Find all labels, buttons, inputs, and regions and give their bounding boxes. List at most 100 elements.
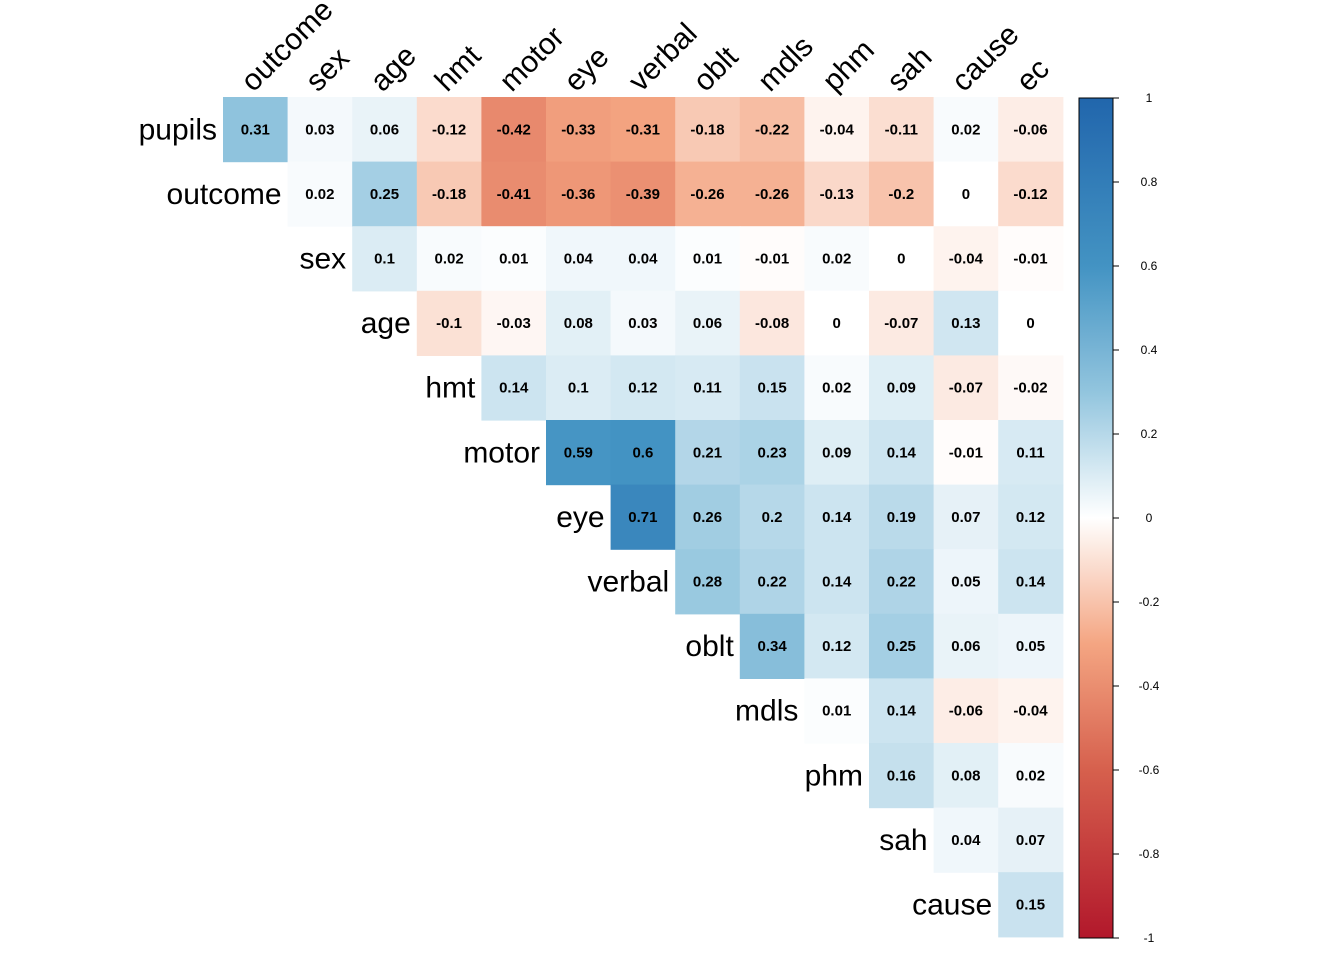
- cell-sex-mdls: [739, 226, 805, 292]
- cell-value-hmt-ec: -0.02: [1013, 380, 1047, 397]
- cell-outcome-oblt: [675, 161, 741, 227]
- cell-oblt-mdls: [739, 613, 805, 679]
- cell-value-age-eye: 0.08: [564, 315, 593, 332]
- cell-value-age-cause: 0.13: [951, 315, 980, 332]
- cell-value-verbal-oblt: 0.28: [693, 574, 722, 591]
- cell-eye-mdls: [739, 484, 805, 550]
- cell-value-hmt-mdls: 0.15: [757, 380, 786, 397]
- color-bar-tick-label: -1: [1144, 931, 1155, 945]
- cell-value-age-sah: -0.07: [884, 315, 918, 332]
- cell-motor-phm: [804, 420, 870, 486]
- cell-sex-ec: [998, 226, 1064, 292]
- cell-mdls-cause: [933, 678, 999, 744]
- cell-outcome-sah: [869, 161, 935, 227]
- cell-hmt-ec: [998, 355, 1064, 421]
- cell-value-outcome-mdls: -0.26: [755, 186, 789, 203]
- cell-value-hmt-motor: 0.14: [499, 380, 529, 397]
- cell-mdls-sah: [869, 678, 935, 744]
- cell-value-eye-mdls: 0.2: [762, 509, 783, 526]
- row-label-sex: sex: [300, 243, 347, 276]
- row-label-phm: phm: [805, 759, 863, 792]
- color-bar-tick-label: 1: [1146, 91, 1153, 105]
- cell-sah-cause: [933, 807, 999, 873]
- cell-sah-ec: [998, 807, 1064, 873]
- cell-value-phm-sah: 0.16: [887, 767, 916, 784]
- cell-value-pupils-phm: -0.04: [820, 121, 855, 138]
- cell-sex-eye: [546, 226, 612, 292]
- column-label-sex: sex: [300, 42, 356, 98]
- cell-value-sah-cause: 0.04: [951, 832, 981, 849]
- cell-sex-cause: [933, 226, 999, 292]
- color-bar-tick-label: -0.2: [1139, 595, 1160, 609]
- cell-value-pupils-sex: 0.03: [305, 121, 334, 138]
- cell-value-oblt-phm: 0.12: [822, 638, 851, 655]
- cell-value-pupils-outcome: 0.31: [241, 121, 270, 138]
- cell-hmt-phm: [804, 355, 870, 421]
- cell-motor-mdls: [739, 420, 805, 486]
- column-label-eye: eye: [558, 40, 616, 98]
- cell-phm-ec: [998, 743, 1064, 809]
- cell-value-pupils-ec: -0.06: [1013, 121, 1047, 138]
- cell-pupils-sah: [869, 97, 935, 163]
- cell-value-mdls-ec: -0.04: [1013, 703, 1048, 720]
- cell-value-sex-verbal: 0.04: [628, 251, 658, 268]
- cell-value-motor-cause: -0.01: [949, 444, 983, 461]
- row-label-eye: eye: [556, 501, 604, 534]
- cell-hmt-oblt: [675, 355, 741, 421]
- cell-hmt-eye: [546, 355, 612, 421]
- cell-mdls-ec: [998, 678, 1064, 744]
- cell-motor-sah: [869, 420, 935, 486]
- cell-outcome-sex: [287, 161, 353, 227]
- cell-value-eye-sah: 0.19: [887, 509, 916, 526]
- cell-hmt-sah: [869, 355, 935, 421]
- cell-eye-sah: [869, 484, 935, 550]
- cell-value-motor-sah: 0.14: [887, 444, 917, 461]
- cell-value-pupils-oblt: -0.18: [690, 121, 724, 138]
- cell-outcome-age: [352, 161, 418, 227]
- cell-value-pupils-mdls: -0.22: [755, 121, 789, 138]
- cell-value-oblt-sah: 0.25: [887, 638, 916, 655]
- cell-motor-ec: [998, 420, 1064, 486]
- color-bar-tick-label: 0.2: [1141, 427, 1158, 441]
- cell-value-age-motor: -0.03: [497, 315, 531, 332]
- color-bar-tick-label: -0.8: [1139, 847, 1160, 861]
- cell-hmt-mdls: [739, 355, 805, 421]
- cell-verbal-cause: [933, 549, 999, 615]
- cell-pupils-verbal: [610, 97, 676, 163]
- cell-value-mdls-sah: 0.14: [887, 703, 917, 720]
- color-bar-tick-label: 0.4: [1141, 343, 1158, 357]
- color-bar: [1078, 97, 1114, 939]
- cell-age-eye: [546, 290, 612, 356]
- cell-outcome-mdls: [739, 161, 805, 227]
- cell-value-oblt-mdls: 0.34: [757, 638, 787, 655]
- cell-value-sex-ec: -0.01: [1013, 251, 1047, 268]
- cell-value-motor-eye: 0.59: [564, 444, 593, 461]
- cell-pupils-sex: [287, 97, 353, 163]
- cell-value-pupils-sah: -0.11: [885, 121, 918, 138]
- cell-value-oblt-ec: 0.05: [1016, 638, 1045, 655]
- cell-value-age-phm: 0: [833, 315, 841, 332]
- cell-value-phm-cause: 0.08: [951, 767, 980, 784]
- cell-value-pupils-eye: -0.33: [561, 121, 595, 138]
- cell-sex-oblt: [675, 226, 741, 292]
- cell-age-mdls: [739, 290, 805, 356]
- cell-value-outcome-verbal: -0.39: [626, 186, 660, 203]
- cell-value-outcome-sah: -0.2: [888, 186, 914, 203]
- cell-value-motor-oblt: 0.21: [693, 444, 722, 461]
- cell-sex-verbal: [610, 226, 676, 292]
- color-bar-tick-label: 0.6: [1141, 259, 1158, 273]
- cell-pupils-oblt: [675, 97, 741, 163]
- cell-value-verbal-mdls: 0.22: [757, 574, 786, 591]
- cell-value-hmt-eye: 0.1: [568, 380, 589, 397]
- cell-value-pupils-cause: 0.02: [951, 121, 980, 138]
- row-label-mdls: mdls: [735, 695, 798, 728]
- cell-value-verbal-sah: 0.22: [887, 574, 916, 591]
- cell-value-pupils-age: 0.06: [370, 121, 399, 138]
- cell-value-pupils-verbal: -0.31: [626, 121, 660, 138]
- column-label-phm: phm: [816, 33, 881, 98]
- cell-value-pupils-hmt: -0.12: [432, 121, 466, 138]
- cell-pupils-cause: [933, 97, 999, 163]
- column-label-ec: ec: [1010, 52, 1056, 98]
- column-label-oblt: oblt: [687, 40, 745, 98]
